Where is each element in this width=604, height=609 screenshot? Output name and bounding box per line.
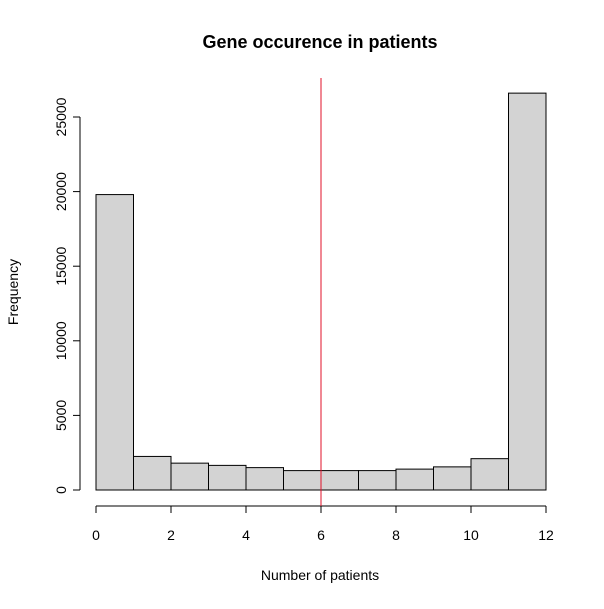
histogram-bar (245, 467, 284, 491)
x-tick-label: 2 (167, 527, 175, 543)
x-tick-label: 0 (92, 527, 100, 543)
histogram-bar (283, 470, 322, 491)
histogram-bar (433, 466, 472, 491)
x-axis-label: Number of patients (261, 567, 379, 583)
x-tick-label: 4 (242, 527, 250, 543)
y-tick-label: 5000 (53, 400, 69, 431)
histogram-bar (133, 455, 172, 491)
y-tick-label: 25000 (53, 97, 69, 136)
x-tick-label: 6 (317, 527, 325, 543)
histogram-bar (470, 458, 509, 491)
histogram-bar (320, 470, 359, 491)
x-tick-label: 8 (392, 527, 400, 543)
histogram-bar (170, 462, 209, 491)
x-axis: 0 2 4 6 8 10 12 (92, 505, 554, 543)
bars-group (95, 92, 547, 491)
x-tick-label: 12 (538, 527, 554, 543)
y-tick-label: 0 (53, 486, 69, 494)
x-tick-label: 10 (463, 527, 479, 543)
histogram-bar (395, 468, 434, 491)
y-axis: 0 5000 10000 15000 20000 25000 (53, 97, 81, 494)
y-tick-label: 20000 (53, 172, 69, 211)
histogram-bar (358, 470, 397, 491)
chart-title: Gene occurence in patients (202, 32, 437, 52)
y-tick-label: 15000 (53, 247, 69, 286)
histogram-bar (508, 92, 547, 491)
y-tick-label: 10000 (53, 321, 69, 360)
histogram-bar (208, 464, 247, 491)
histogram-bar (95, 194, 134, 491)
y-axis-label: Frequency (5, 259, 21, 325)
